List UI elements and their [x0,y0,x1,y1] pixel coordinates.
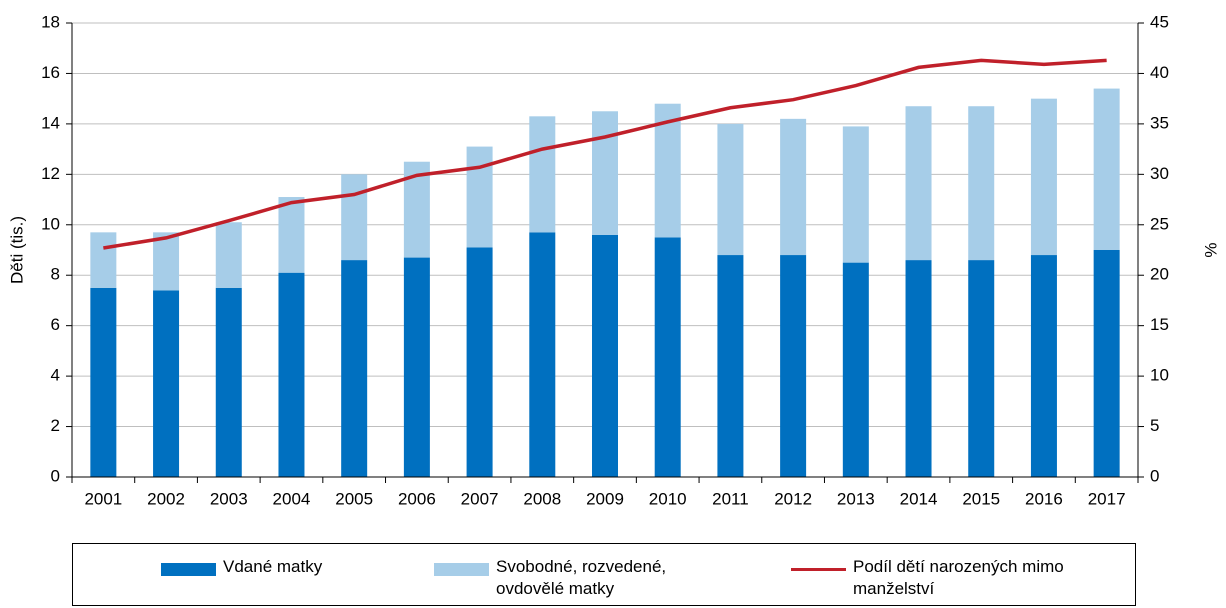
x-tick-label: 2010 [649,489,687,508]
y-tick-label: 8 [51,265,60,284]
legend: Vdané matky Svobodné, rozvedené, ovdovělé… [72,543,1136,606]
bar [90,287,117,477]
x-tick-label: 2008 [523,489,561,508]
bar [215,222,242,288]
y2-axis-title: % [1201,242,1220,257]
y-tick-label: 2 [51,416,60,435]
x-tick-label: 2017 [1088,489,1126,508]
bar [905,260,932,477]
x-tick-label: 2007 [461,489,499,508]
chart: 0 2 4 6 8 10 12 14 16 18 0 5 10 15 20 25 30 35 40 45 Děti (t… [7,12,1220,508]
bar [1093,250,1120,477]
bar [529,232,556,477]
bar [592,111,618,235]
x-tick-label: 2015 [962,489,1000,508]
x-tick-label: 2005 [335,489,373,508]
y2-tick-label: 0 [1150,466,1159,485]
bar [278,197,305,273]
y2-tick-label: 40 [1150,63,1169,82]
bar [278,272,305,477]
y-tick-label: 14 [41,113,60,132]
y2-tick-label: 45 [1150,12,1169,31]
x-tick-label: 2012 [774,489,812,508]
bar [1030,98,1057,256]
bar [341,260,368,477]
bar [842,262,869,477]
bar [153,290,180,477]
bar [466,146,493,248]
line [103,58,1107,250]
legend-label: Podíl dětí narozených mimo manželství [853,557,1064,598]
y2-tick-label: 25 [1150,214,1169,233]
x-tick-label: 2011 [712,489,749,508]
x-tick-label: 2006 [398,489,436,508]
bar [968,106,995,261]
bar [905,106,932,261]
y2-tick-label: 30 [1150,164,1169,183]
bar [717,255,744,477]
y-tick-label: 10 [41,214,60,233]
x-tick-label: 2001 [84,489,122,508]
bar [780,118,807,256]
bar [592,234,618,477]
y2-tick-label: 5 [1150,416,1159,435]
bar [466,247,493,477]
y-tick-label: 4 [51,366,60,385]
bar [90,232,117,288]
bar [341,174,368,261]
y2-tick-label: 15 [1150,315,1169,334]
legend-swatch [791,568,846,571]
bar [842,126,869,263]
bar [1093,88,1120,250]
bar [717,123,744,256]
x-tick-label: 2016 [1025,489,1063,508]
y-axis-title: Děti (tis.) [7,216,26,284]
y-tick-label: 12 [41,164,60,183]
x-tick-label: 2003 [210,489,248,508]
bar [529,116,556,233]
x-tick-label: 2013 [837,489,875,508]
x-tick-label: 2009 [586,489,624,508]
x-tick-label: 2002 [147,489,185,508]
bar [215,287,242,477]
legend-swatch [161,563,216,576]
y-tick-label: 18 [41,12,60,31]
legend-swatch [434,563,489,576]
bar [654,237,681,477]
bar [1030,255,1057,477]
y2-tick-label: 35 [1150,113,1169,132]
bar [654,103,681,238]
legend-label: Svobodné, rozvedené, ovdovělé matky [496,557,667,598]
legend-label: Vdané matky [223,557,323,576]
bar [780,255,807,477]
y-tick-label: 0 [51,466,60,485]
x-tick-label: 2014 [900,489,938,508]
y-tick-label: 6 [51,315,60,334]
y2-tick-label: 20 [1150,265,1169,284]
bar [403,257,430,477]
bar [968,260,995,477]
y2-tick-label: 10 [1150,366,1169,385]
y-tick-label: 16 [41,63,60,82]
x-tick-label: 2004 [273,489,311,508]
bar [153,232,180,291]
